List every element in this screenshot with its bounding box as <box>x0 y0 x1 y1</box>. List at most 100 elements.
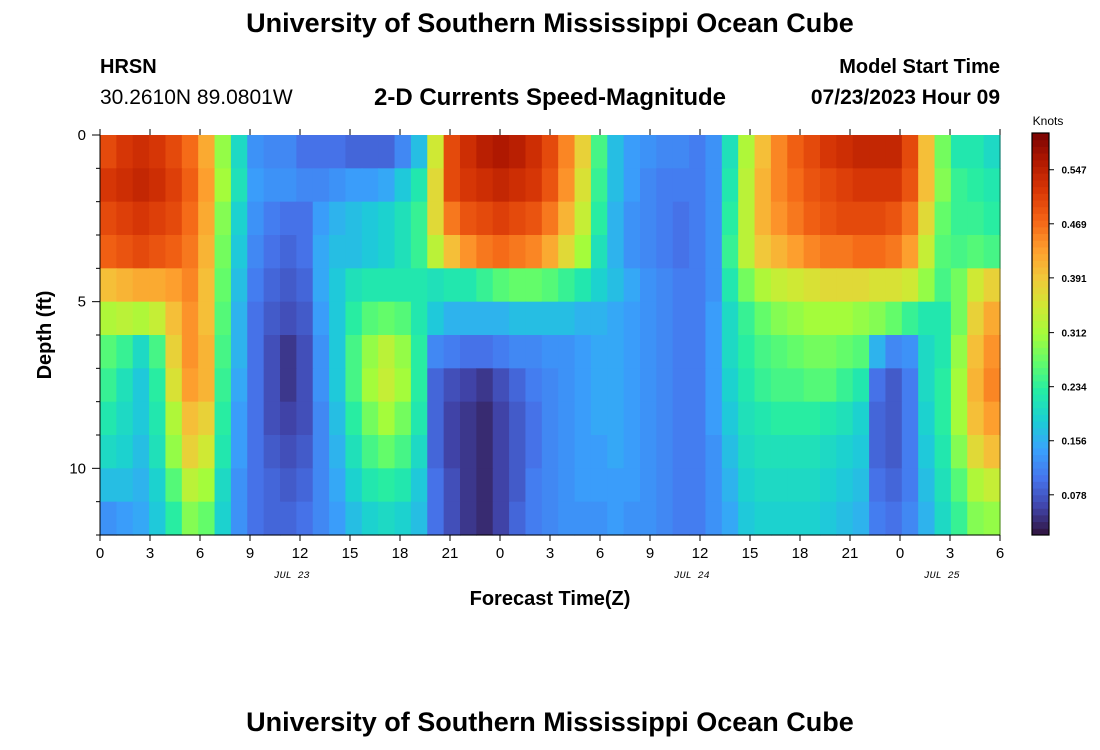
heatmap-cell <box>280 168 297 203</box>
heatmap-cell <box>541 401 559 436</box>
heatmap-cell <box>558 201 576 236</box>
heatmap-cell <box>230 401 248 436</box>
heatmap-cell <box>558 401 576 436</box>
heatmap-cell <box>132 368 150 403</box>
heatmap-cell <box>509 201 527 236</box>
heatmap-cell <box>836 135 854 169</box>
heatmap-cell <box>672 301 690 336</box>
heatmap-cell <box>427 401 445 436</box>
heatmap-cell <box>361 468 379 503</box>
heatmap-cell <box>901 368 919 403</box>
heatmap-cell <box>820 135 837 169</box>
heatmap-cell <box>100 501 117 536</box>
heatmap-cell <box>329 335 347 369</box>
heatmap-cell <box>689 168 707 203</box>
heatmap-cell <box>869 135 887 169</box>
heatmap-cell <box>820 201 837 236</box>
heatmap-cell <box>312 168 330 203</box>
heatmap-cell <box>918 135 936 169</box>
heatmap-cell <box>852 468 870 503</box>
heatmap-cell <box>263 168 281 203</box>
heatmap-cell <box>296 501 314 536</box>
y-tick-label: 10 <box>69 460 86 477</box>
heatmap-cell <box>656 401 674 436</box>
heatmap-cell <box>230 335 248 369</box>
heatmap-cell <box>132 401 150 436</box>
heatmap-cell <box>296 335 314 369</box>
heatmap-cell <box>410 501 428 536</box>
heatmap-cell <box>770 368 788 403</box>
heatmap-cell <box>541 135 559 169</box>
heatmap-cell <box>754 201 772 236</box>
heatmap-cell <box>100 168 117 203</box>
heatmap-cell <box>574 268 592 303</box>
heatmap-cell <box>885 435 903 469</box>
heatmap-cell <box>280 368 297 403</box>
heatmap-cell <box>492 268 510 303</box>
heatmap-cell <box>934 368 952 403</box>
heatmap-cell <box>263 468 281 503</box>
heatmap-cell <box>967 268 985 303</box>
heatmap-cell <box>721 401 739 436</box>
heatmap-cell <box>181 268 199 303</box>
heatmap-cell <box>280 135 297 169</box>
heatmap-cell <box>787 335 805 369</box>
heatmap-cell <box>165 235 183 269</box>
heatmap-cell <box>803 301 821 336</box>
heatmap-cell <box>803 468 821 503</box>
heatmap-cell <box>967 235 985 269</box>
heatmap-cell <box>100 335 117 369</box>
colorbar-segment <box>1032 441 1049 449</box>
heatmap-cell <box>410 168 428 203</box>
heatmap-cell <box>394 135 412 169</box>
heatmap-cell <box>820 235 837 269</box>
heatmap-cell <box>116 201 134 236</box>
y-axis-title: Depth (ft) <box>34 291 56 380</box>
heatmap-cell <box>394 335 412 369</box>
heatmap-cell <box>672 501 690 536</box>
heatmap-cell <box>345 301 363 336</box>
heatmap-cell <box>198 401 216 436</box>
colorbar-segment <box>1032 468 1049 476</box>
heatmap-cell <box>525 268 543 303</box>
heatmap-cell <box>149 368 167 403</box>
heatmap-cell <box>165 135 183 169</box>
heatmap-cell <box>427 201 445 236</box>
heatmap-cell <box>361 401 379 436</box>
heatmap-cell <box>869 301 887 336</box>
heatmap-cell <box>525 401 543 436</box>
heatmap-cell <box>541 335 559 369</box>
heatmap-cell <box>214 368 232 403</box>
heatmap-cell <box>116 468 134 503</box>
heatmap-cell <box>116 435 134 469</box>
colorbar-segment <box>1032 193 1049 201</box>
heatmap-cell <box>525 368 543 403</box>
heatmap-cell <box>476 401 494 436</box>
heatmap-cell <box>525 168 543 203</box>
heatmap-cell <box>590 435 608 469</box>
heatmap-cell <box>574 201 592 236</box>
heatmap-cell <box>378 335 396 369</box>
heatmap-cell <box>181 168 199 203</box>
x-tick-label: 0 <box>96 545 104 562</box>
heatmap-cell <box>198 135 216 169</box>
heatmap-cell <box>181 335 199 369</box>
heatmap-cell <box>476 335 494 369</box>
heatmap-cell <box>901 301 919 336</box>
heatmap-cell <box>476 468 494 503</box>
heatmap-cell <box>590 235 608 269</box>
colorbar-segment <box>1032 461 1049 469</box>
colorbar-tick-label: 0.391 <box>1061 274 1086 285</box>
heatmap-cell <box>132 268 150 303</box>
heatmap-cell <box>574 168 592 203</box>
heatmap-cell <box>460 235 477 269</box>
heatmap-cell <box>770 301 788 336</box>
heatmap-cell <box>836 268 854 303</box>
heatmap-cell <box>247 435 265 469</box>
heatmap-cell <box>410 401 428 436</box>
heatmap-cell <box>132 235 150 269</box>
heatmap-cell <box>558 235 576 269</box>
colorbar-segment <box>1032 240 1049 248</box>
heatmap-cell <box>263 435 281 469</box>
colorbar-segment <box>1032 354 1049 362</box>
